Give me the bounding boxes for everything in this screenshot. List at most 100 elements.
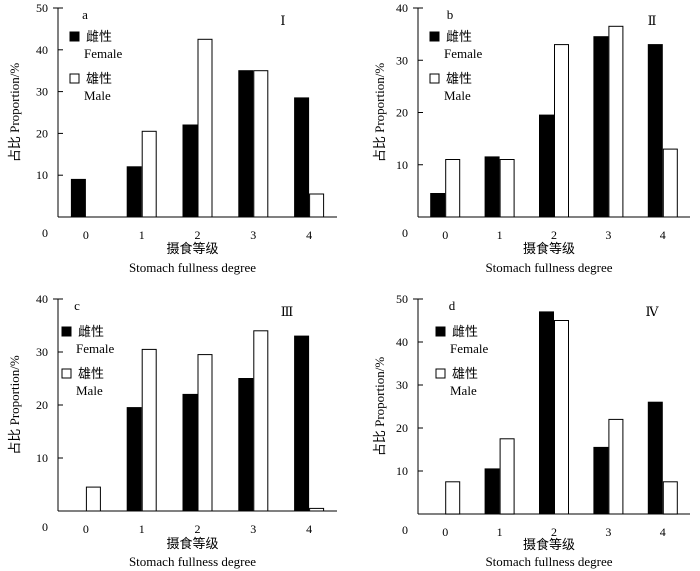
- y-tick-label: 0: [42, 520, 48, 534]
- legend-swatch-male: [435, 368, 446, 379]
- legend-label-en: Male: [450, 383, 477, 398]
- x-tick-label: 2: [195, 228, 201, 242]
- legend-label-cn: 雄性: [446, 71, 472, 86]
- x-tick-label: 0: [83, 522, 89, 536]
- y-tick-label: 10: [36, 451, 48, 465]
- y-tick-label: 0: [402, 523, 408, 537]
- y-tick-label: 30: [396, 53, 408, 67]
- x-tick-label: 2: [195, 522, 201, 536]
- x-tick-label: 0: [442, 228, 448, 242]
- y-tick-label: 40: [396, 335, 408, 349]
- bar-male-2: [554, 44, 569, 218]
- bar-female-0: [430, 193, 446, 218]
- x-axis-title-cn: 摄食等级: [523, 537, 575, 552]
- bar-male-4: [662, 148, 678, 218]
- legend-swatch-female: [429, 31, 440, 42]
- y-tick-label: 30: [36, 85, 48, 99]
- x-axis-title-en: Stomach fullness degree: [129, 554, 256, 569]
- panel-letter: a: [82, 7, 88, 22]
- x-tick-label: 4: [660, 525, 666, 539]
- legend-swatch-male: [61, 368, 72, 379]
- bar-female-3: [593, 446, 609, 515]
- bar-male-0: [445, 481, 461, 515]
- legend-swatch-male: [429, 73, 440, 84]
- legend-swatch-female: [61, 326, 72, 337]
- bar-female-3: [593, 36, 609, 218]
- y-tick-label: 50: [36, 1, 48, 15]
- bar-male-2: [197, 354, 213, 512]
- bar-female-1: [126, 407, 142, 512]
- bar-male-1: [499, 159, 515, 218]
- panel-letter: c: [74, 298, 80, 313]
- y-tick-label: 20: [36, 126, 48, 140]
- x-tick-label: 4: [306, 522, 312, 536]
- y-axis-title: 占比 Proportion/%: [7, 355, 22, 454]
- y-axis-title: 占比 Proportion/%: [372, 357, 387, 456]
- y-tick-label: 20: [396, 421, 408, 435]
- x-tick-label: 4: [660, 228, 666, 242]
- legend-swatch-male: [69, 73, 80, 84]
- bar-female-4: [647, 44, 663, 218]
- bar-female-3: [238, 70, 254, 218]
- x-axis-title-cn: 摄食等级: [523, 241, 575, 256]
- y-tick-label: 20: [36, 398, 48, 412]
- bar-male-1: [141, 130, 157, 218]
- x-tick-label: 4: [306, 228, 312, 242]
- x-tick-label: 0: [83, 228, 89, 242]
- bar-male-4: [309, 193, 325, 218]
- x-axis-title-cn: 摄食等级: [166, 241, 218, 256]
- bar-female-4: [647, 401, 663, 515]
- bar-female-2: [539, 311, 554, 515]
- bar-male-2: [554, 320, 569, 515]
- legend-label-en: Male: [84, 88, 111, 103]
- panel-roman-numeral: Ⅲ: [281, 304, 294, 319]
- x-tick-label: 2: [551, 228, 557, 242]
- y-tick-label: 10: [396, 464, 408, 478]
- y-tick-label: 30: [36, 345, 48, 359]
- panel-letter: b: [447, 7, 454, 22]
- bar-female-1: [484, 468, 500, 515]
- legend-label-en: Female: [450, 341, 488, 356]
- y-tick-label: 50: [396, 292, 408, 306]
- x-tick-label: 3: [605, 228, 611, 242]
- legend-label-en: Male: [444, 88, 471, 103]
- bar-female-4: [294, 97, 310, 218]
- y-tick-label: 10: [396, 158, 408, 172]
- y-tick-label: 0: [402, 226, 408, 240]
- bar-male-3: [608, 418, 624, 515]
- x-tick-label: 3: [250, 522, 256, 536]
- x-axis-title-en: Stomach fullness degree: [129, 260, 256, 275]
- panel-roman-numeral: Ⅱ: [648, 13, 657, 28]
- legend-label-en: Female: [76, 341, 114, 356]
- legend-swatch-female: [435, 326, 446, 337]
- legend-label-en: Male: [76, 383, 103, 398]
- legend-label-cn: 雄性: [86, 71, 112, 86]
- x-axis-title-en: Stomach fullness degree: [485, 260, 612, 275]
- bar-female-0: [70, 178, 86, 218]
- bar-male-2: [197, 38, 213, 218]
- y-tick-label: 20: [396, 106, 408, 120]
- x-tick-label: 3: [250, 228, 256, 242]
- bar-male-0: [445, 159, 461, 218]
- legend-swatch-female: [69, 31, 80, 42]
- x-tick-label: 1: [497, 525, 503, 539]
- panel-roman-numeral: Ⅳ: [646, 304, 660, 319]
- bar-male-0: [85, 486, 101, 512]
- x-axis-title-cn: 摄食等级: [166, 536, 218, 551]
- x-tick-label: 0: [442, 525, 448, 539]
- y-tick-label: 40: [36, 292, 48, 306]
- y-axis-title: 占比 Proportion/%: [372, 63, 387, 162]
- x-tick-label: 2: [551, 525, 557, 539]
- bar-male-4: [662, 481, 678, 515]
- x-tick-label: 1: [497, 228, 503, 242]
- panel-roman-numeral: Ⅰ: [280, 13, 285, 28]
- y-tick-label: 40: [396, 1, 408, 15]
- legend-label-cn: 雌性: [452, 324, 478, 339]
- bar-female-1: [484, 156, 500, 218]
- x-tick-label: 3: [605, 525, 611, 539]
- x-axis-title-en: Stomach fullness degree: [485, 554, 612, 569]
